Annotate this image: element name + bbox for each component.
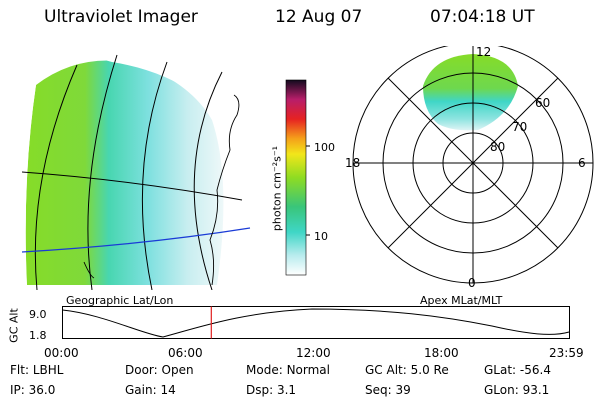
timeline-frame — [62, 306, 570, 339]
altitude-timeline — [62, 306, 570, 339]
colorbar-gradient — [285, 79, 307, 276]
mlt-label-6: 6 — [578, 156, 586, 170]
timeline-xtick-1200: 12:00 — [296, 346, 331, 360]
status-gain: Gain: 14 — [125, 383, 176, 397]
altitude-curve — [62, 308, 570, 338]
status-gc-alt: GC Alt: 5.0 Re — [365, 363, 449, 377]
mlt-label-0: 0 — [468, 276, 476, 290]
app-title: Ultraviolet Imager — [44, 7, 198, 27]
mlt-label-12: 12 — [476, 45, 492, 59]
lat-label-60: 60 — [535, 96, 551, 110]
polar-mlat-mlt-plot — [352, 46, 594, 284]
meridian-line — [87, 54, 118, 290]
status-flt: Flt: LBHL — [10, 363, 64, 377]
colorbar-tick-label-100: 100 — [314, 141, 335, 154]
colorbar-tick-label-10: 10 — [314, 230, 328, 243]
timeline-ylabel: GC Alt — [7, 308, 21, 343]
timeline-xtick-1800: 18:00 — [424, 346, 459, 360]
status-glat: GLat: -56.4 — [484, 363, 551, 377]
status-mode: Mode: Normal — [246, 363, 330, 377]
colorbar-unit-label: photon cm⁻²s⁻¹ — [270, 145, 284, 232]
polar-auroral-oval — [423, 54, 518, 131]
coastline — [83, 261, 95, 279]
meridian-line — [141, 61, 168, 290]
timeline-xtick-2359: 23:59 — [549, 346, 584, 360]
meridian-line — [34, 64, 78, 290]
status-dsp: Dsp: 3.1 — [246, 383, 297, 397]
status-seq: Seq: 39 — [365, 383, 411, 397]
time-label: 07:04:18 UT — [430, 7, 535, 27]
lat-label-80: 80 — [490, 140, 506, 154]
parallel-line-highlight — [22, 227, 251, 253]
lat-label-70: 70 — [512, 120, 528, 134]
timeline-xtick-0600: 06:00 — [168, 346, 203, 360]
auroral-emission-region — [25, 60, 224, 285]
status-ip: IP: 36.0 — [10, 383, 56, 397]
colorbar — [285, 79, 310, 276]
polar-panel-label: Apex MLat/MLT — [420, 294, 503, 307]
status-door: Door: Open — [125, 363, 194, 377]
geographic-panel-label: Geographic Lat/Lon — [66, 294, 174, 307]
mlt-label-18: 18 — [345, 156, 361, 170]
timeline-xtick-0000: 00:00 — [44, 346, 79, 360]
coastline — [209, 94, 240, 286]
meridian-line — [193, 71, 223, 290]
mlt-line-diagonal — [387, 77, 559, 249]
timeline-ytick-bottom: 1.8 — [29, 329, 47, 342]
status-glon: GLon: 93.1 — [484, 383, 550, 397]
timeline-ytick-top: 9.0 — [29, 308, 47, 321]
date-label: 12 Aug 07 — [275, 7, 363, 27]
parallel-line — [22, 171, 243, 201]
geographic-image — [22, 54, 251, 290]
